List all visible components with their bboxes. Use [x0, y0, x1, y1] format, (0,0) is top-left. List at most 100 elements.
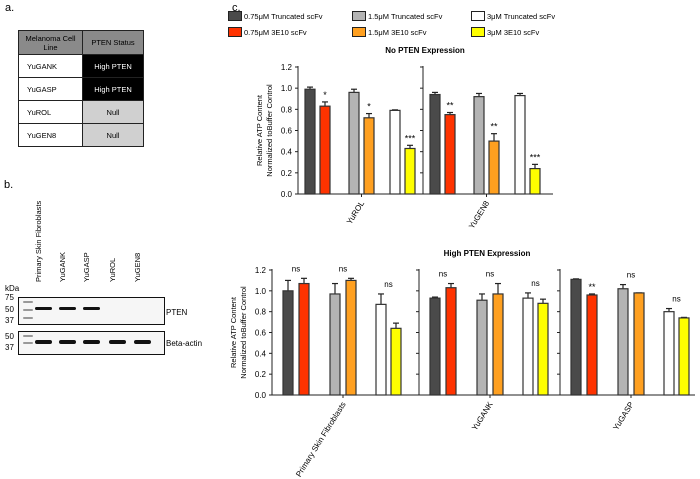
- legend-swatch: [471, 11, 485, 21]
- ladder-band: [23, 317, 33, 319]
- actin-blot-label: Beta-actin: [166, 339, 203, 348]
- significance-label: ns: [292, 264, 300, 273]
- legend-label: 1.5μM Truncated scFv: [368, 11, 443, 21]
- table-cell: High PTEN: [82, 77, 144, 101]
- legend-item: 3μM Truncated scFv: [471, 11, 555, 21]
- significance-label: ns: [672, 295, 680, 304]
- category-label: YuGEN8: [467, 199, 491, 231]
- significance-label: ns: [439, 270, 447, 279]
- bar: [444, 114, 456, 195]
- y-axis-label: Normalized toBuffer Control: [239, 286, 248, 379]
- cell-line-table: Melanoma Cell Line PTEN Status YuGANK Hi…: [18, 30, 144, 147]
- bar: [476, 299, 488, 396]
- bar: [678, 317, 690, 396]
- marker-37: 37: [5, 343, 14, 352]
- y-tick-label: 0.4: [281, 148, 293, 157]
- panel-label-a: a.: [5, 2, 15, 14]
- table-row: YuGEN8 Null: [18, 123, 144, 147]
- bar: [537, 302, 549, 396]
- bar: [345, 279, 357, 396]
- protein-band: [83, 307, 100, 310]
- y-tick-label: 0.6: [281, 127, 293, 136]
- bar: [473, 96, 485, 195]
- protein-band: [59, 307, 76, 310]
- table-cell: YuGASP: [18, 77, 83, 101]
- significance-label: *: [367, 102, 371, 112]
- ladder-band: [23, 301, 33, 303]
- marker-50: 50: [5, 332, 14, 341]
- legend-swatch: [352, 11, 366, 21]
- legend-item: 0.75μM Truncated scFv: [228, 11, 323, 21]
- table-cell: YuROL: [18, 100, 83, 124]
- bar: [492, 293, 504, 396]
- legend-swatch: [228, 11, 242, 21]
- y-tick-label: 1.0: [255, 287, 267, 296]
- bar: [522, 297, 534, 396]
- marker-50: 50: [5, 305, 14, 314]
- table-cell: YuGANK: [18, 54, 83, 78]
- y-tick-label: 0.2: [281, 169, 293, 178]
- actin-blot: [18, 331, 165, 355]
- bar: [529, 168, 541, 195]
- pten-blot: [18, 297, 165, 325]
- significance-label: ns: [339, 264, 347, 273]
- y-tick-label: 0.2: [255, 370, 267, 379]
- significance-label: **: [588, 282, 596, 292]
- category-label: YuGASP: [611, 400, 635, 432]
- ladder-band: [23, 309, 33, 311]
- y-tick-label: 0.4: [255, 349, 267, 358]
- bar: [445, 287, 457, 396]
- bar: [282, 290, 294, 396]
- y-tick-label: 0.0: [255, 391, 267, 400]
- bar: [404, 147, 416, 195]
- chart-title: High PTEN Expression: [444, 249, 531, 258]
- bar: [390, 327, 402, 396]
- bar: [570, 278, 582, 396]
- protein-band: [134, 340, 151, 344]
- y-tick-label: 0.0: [281, 190, 293, 199]
- legend-label: 3μM 3E10 scFv: [487, 27, 540, 37]
- protein-band: [35, 307, 52, 310]
- y-tick-label: 1.2: [281, 63, 293, 72]
- bar: [304, 88, 316, 195]
- bar: [375, 303, 387, 396]
- y-tick-label: 1.0: [281, 84, 293, 93]
- legend-label: 0.75μM 3E10 scFv: [244, 27, 307, 37]
- bar: [389, 109, 401, 195]
- chart-title: No PTEN Expression: [385, 46, 465, 55]
- protein-band: [83, 340, 100, 344]
- pten-blot-label: PTEN: [166, 308, 188, 317]
- bar: [663, 311, 675, 396]
- bar: [617, 288, 629, 396]
- significance-label: ns: [627, 271, 635, 280]
- legend-swatch: [352, 27, 366, 37]
- category-label: YuROL: [345, 199, 367, 226]
- bar: [429, 297, 441, 396]
- ladder-band: [23, 334, 33, 337]
- table-cell: YuGEN8: [18, 123, 83, 147]
- bar: [329, 293, 341, 396]
- legend-item: 3μM 3E10 scFv: [471, 27, 539, 37]
- protein-band: [59, 340, 76, 344]
- legend-label: 3μM Truncated scFv: [487, 11, 556, 21]
- marker-75: 75: [5, 293, 14, 302]
- panel-label-b: b.: [4, 179, 14, 191]
- bar: [363, 117, 375, 195]
- y-axis-label: Relative ATP Content: [255, 94, 264, 166]
- y-tick-label: 0.8: [255, 308, 267, 317]
- legend-label: 1.5μM 3E10 scFv: [368, 27, 427, 37]
- y-axis-label: Relative ATP Content: [229, 296, 238, 368]
- bar: [298, 282, 310, 396]
- bar: [348, 91, 360, 195]
- significance-label: ns: [486, 270, 494, 279]
- table-cell: Null: [82, 100, 144, 124]
- legend-swatch: [228, 27, 242, 37]
- bar: [429, 93, 441, 195]
- bar: [633, 292, 645, 396]
- table-row: YuGASP High PTEN: [18, 77, 144, 101]
- ladder-band: [23, 341, 33, 344]
- significance-label: ns: [384, 280, 392, 289]
- legend-item: 0.75μM 3E10 scFv: [228, 27, 307, 37]
- legend-swatch: [471, 27, 485, 37]
- significance-label: *: [323, 90, 327, 100]
